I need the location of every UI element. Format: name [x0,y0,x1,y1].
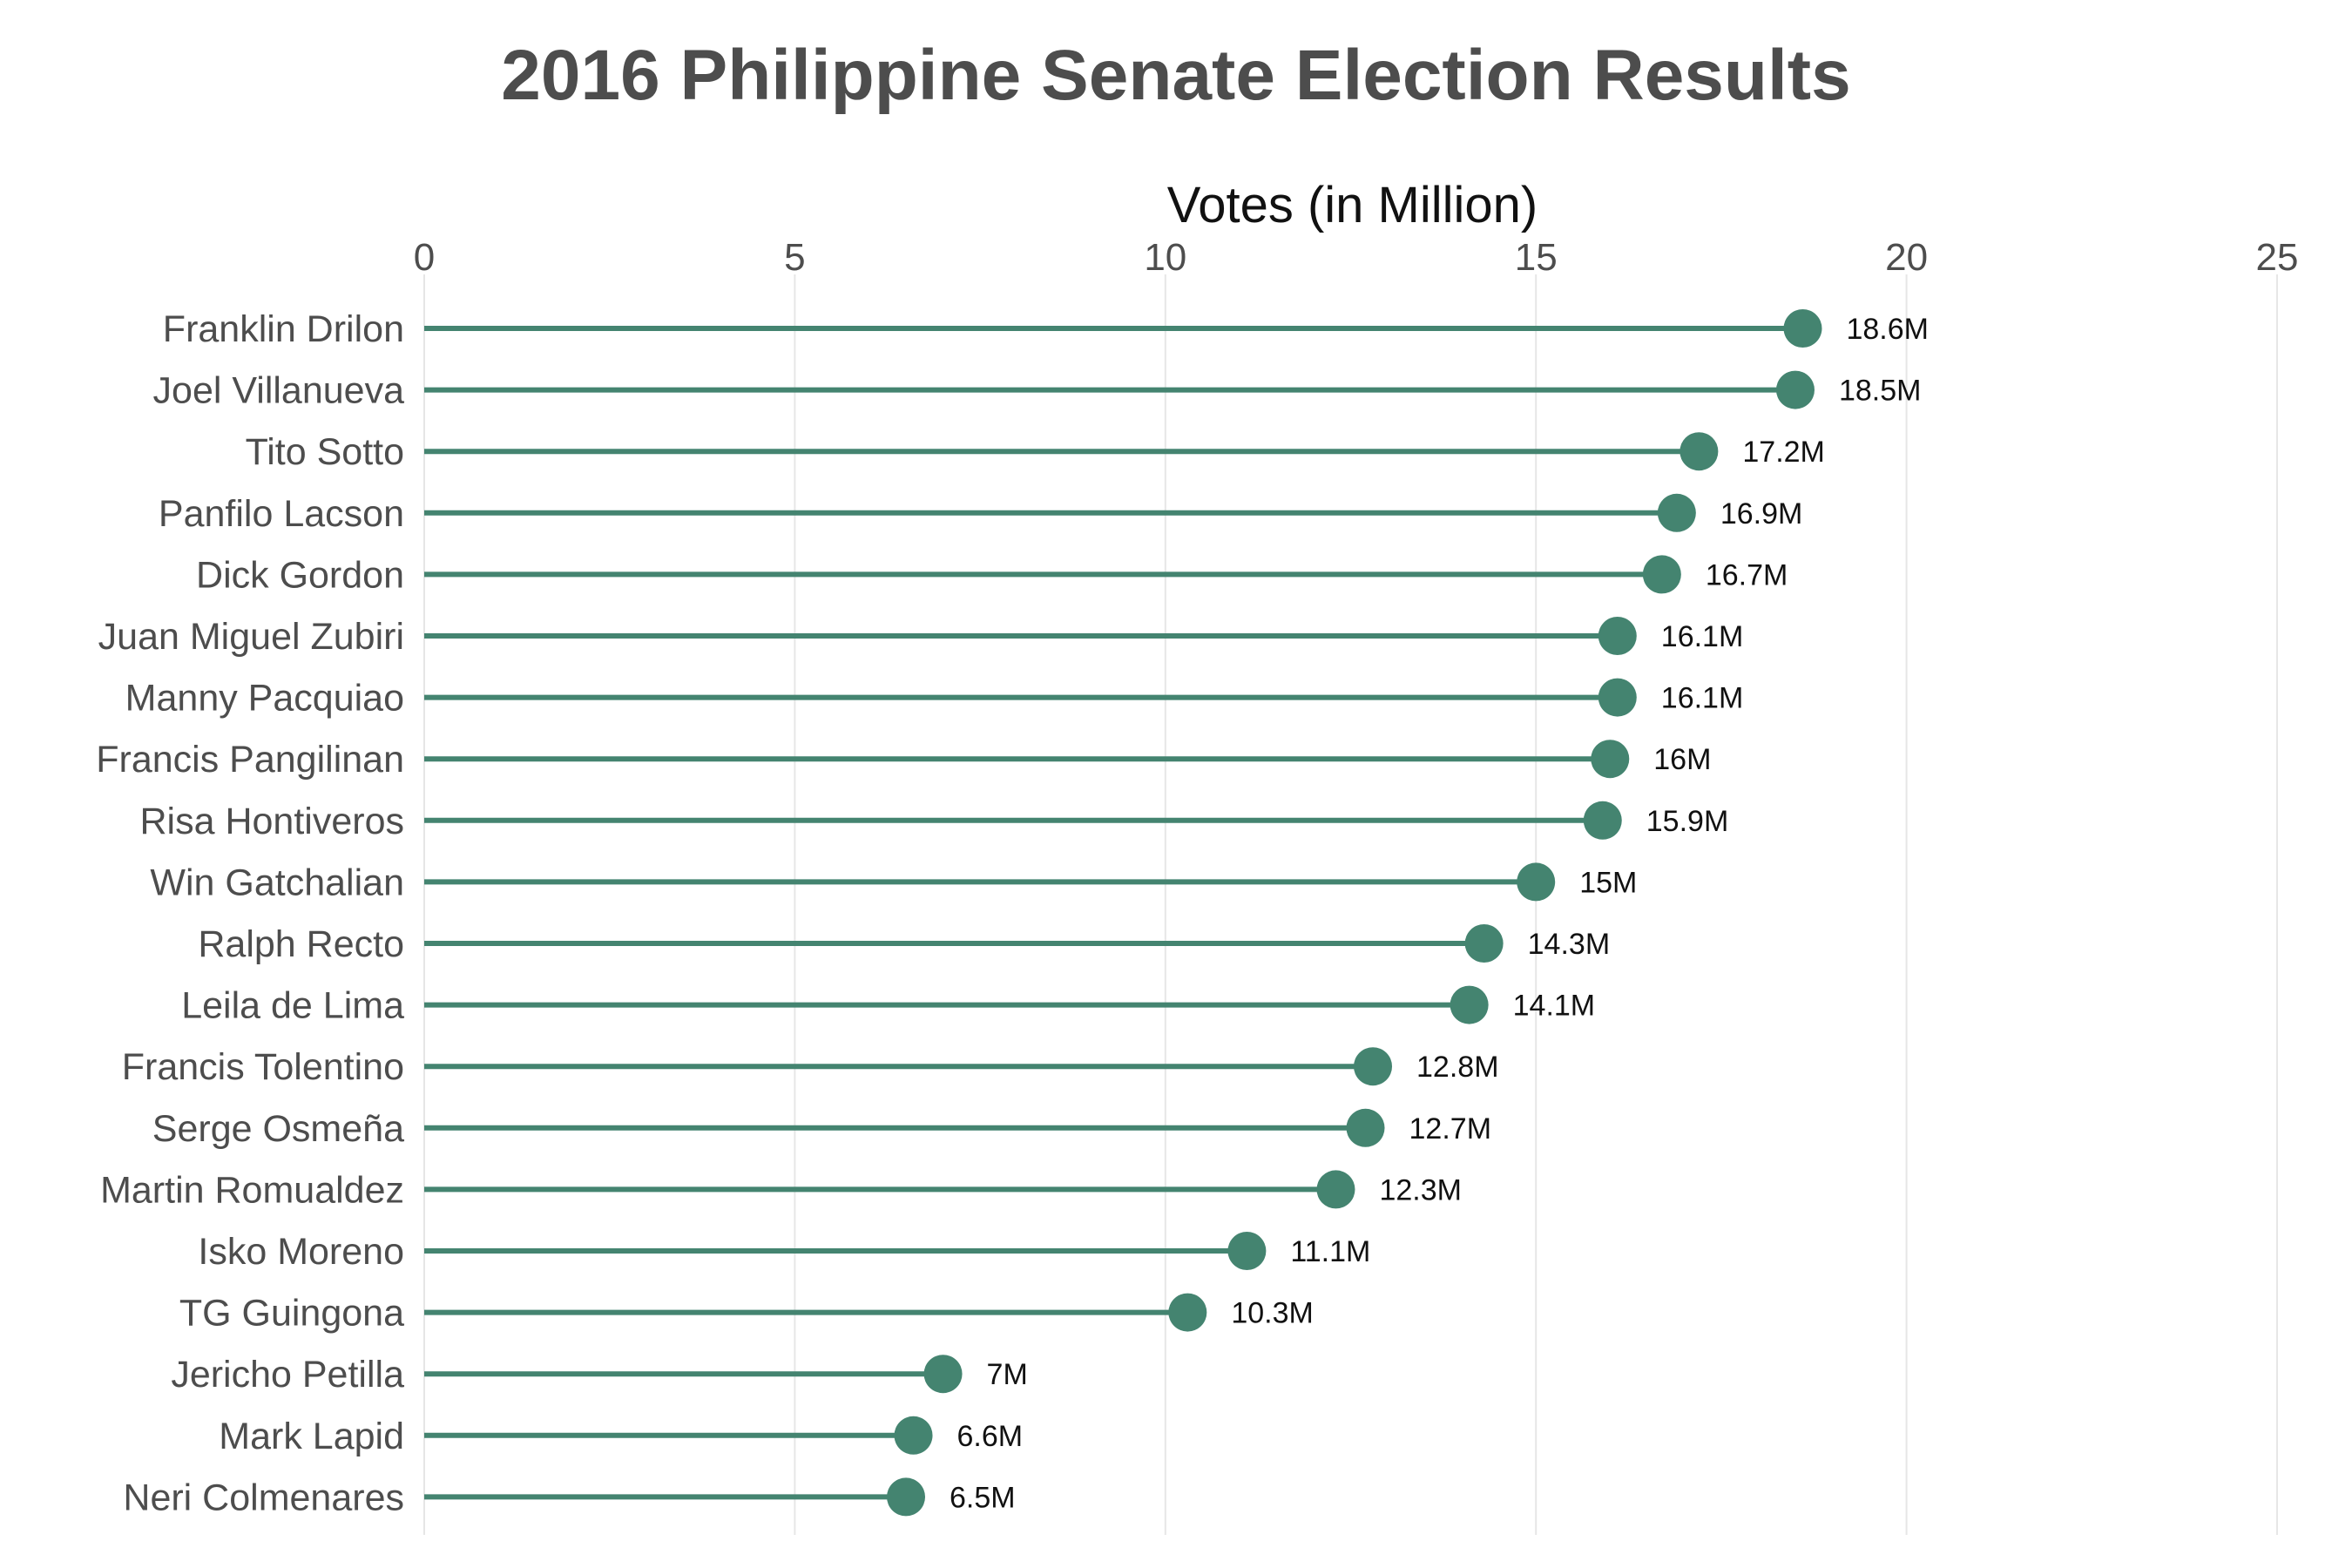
value-label: 16.1M [1661,682,1744,715]
x-tick-label: 0 [414,236,435,279]
category-label: Ralph Recto [198,923,404,965]
lollipop-point [1316,1170,1355,1208]
lollipop-point [1465,924,1504,963]
category-label: Win Gatchalian [150,862,404,903]
category-label: Isko Moreno [198,1231,404,1273]
x-tick-label: 20 [1885,236,1928,279]
value-label: 6.5M [950,1481,1016,1514]
category-label: Franklin Drilon [163,308,404,350]
lollipop-point [1643,555,1681,593]
x-axis-ticks: 0 5 10 15 20 25 [414,236,2299,279]
category-label: Joel Villanueva [153,370,405,412]
lollipop-point [1598,679,1637,717]
gridlines [424,274,2277,1535]
lollipop-point [887,1477,925,1516]
category-label: Panfilo Lacson [159,493,404,535]
value-label: 16.7M [1706,558,1788,591]
value-labels: 18.6M 18.5M 17.2M 16.9M 16.7M 16.1M 16.1M 16M 15… [950,313,1929,1514]
category-label: TG Guingona [179,1293,404,1335]
category-label: Manny Pacquiao [125,678,404,720]
points [887,309,1821,1516]
category-label: Dick Gordon [196,554,404,596]
x-axis-title: Votes (in Million) [1167,177,1538,233]
lollipop-point [1347,1109,1385,1147]
value-label: 18.5M [1839,375,1922,408]
value-label: 6.6M [957,1420,1024,1453]
value-label: 12.8M [1416,1051,1499,1084]
lollipop-point [895,1416,933,1455]
lollipop-point [924,1355,963,1393]
x-tick-label: 25 [2256,236,2299,279]
value-label: 15M [1579,866,1637,899]
value-label: 15.9M [1646,805,1729,838]
value-label: 11.1M [1290,1235,1370,1268]
category-label: Tito Sotto [246,431,404,473]
lollipop-point [1591,740,1629,778]
lollipop-point [1450,986,1489,1024]
lollipop-point [1658,494,1696,532]
category-label: Serge Osmeña [152,1108,404,1150]
category-label: Risa Hontiveros [140,801,405,842]
value-label: 10.3M [1231,1297,1314,1330]
category-labels: Franklin Drilon Joel Villanueva Tito Sotto… [96,308,404,1518]
category-label: Mark Lapid [219,1416,404,1457]
value-label: 17.2M [1742,436,1825,469]
stems [424,328,1802,1497]
value-label: 16.9M [1720,497,1803,531]
category-label: Neri Colmenares [123,1477,404,1518]
value-label: 18.6M [1846,313,1929,346]
lollipop-point [1584,801,1622,840]
lollipop-point [1517,862,1555,901]
x-tick-label: 15 [1515,236,1558,279]
value-label: 16.1M [1661,620,1744,653]
value-label: 14.3M [1528,928,1611,961]
lollipop-point [1783,309,1821,348]
value-label: 16M [1653,743,1711,776]
value-label: 14.1M [1513,990,1596,1023]
category-label: Juan Miguel Zubiri [98,616,404,658]
lollipop-point [1227,1232,1266,1270]
x-tick-label: 5 [784,236,805,279]
value-label: 12.3M [1379,1173,1462,1206]
x-tick-label: 10 [1144,236,1186,279]
category-label: Martin Romualdez [100,1169,404,1211]
value-label: 7M [987,1358,1028,1391]
category-label: Leila de Lima [181,985,404,1027]
lollipop-point [1168,1294,1206,1332]
lollipop-point [1354,1047,1392,1085]
category-label: Francis Tolentino [122,1046,404,1088]
lollipop-point [1598,617,1637,655]
category-label: Jericho Petilla [171,1354,404,1396]
category-label: Francis Pangilinan [96,739,404,781]
lollipop-point [1776,371,1815,409]
lollipop-point [1680,432,1718,470]
value-label: 12.7M [1409,1112,1492,1146]
